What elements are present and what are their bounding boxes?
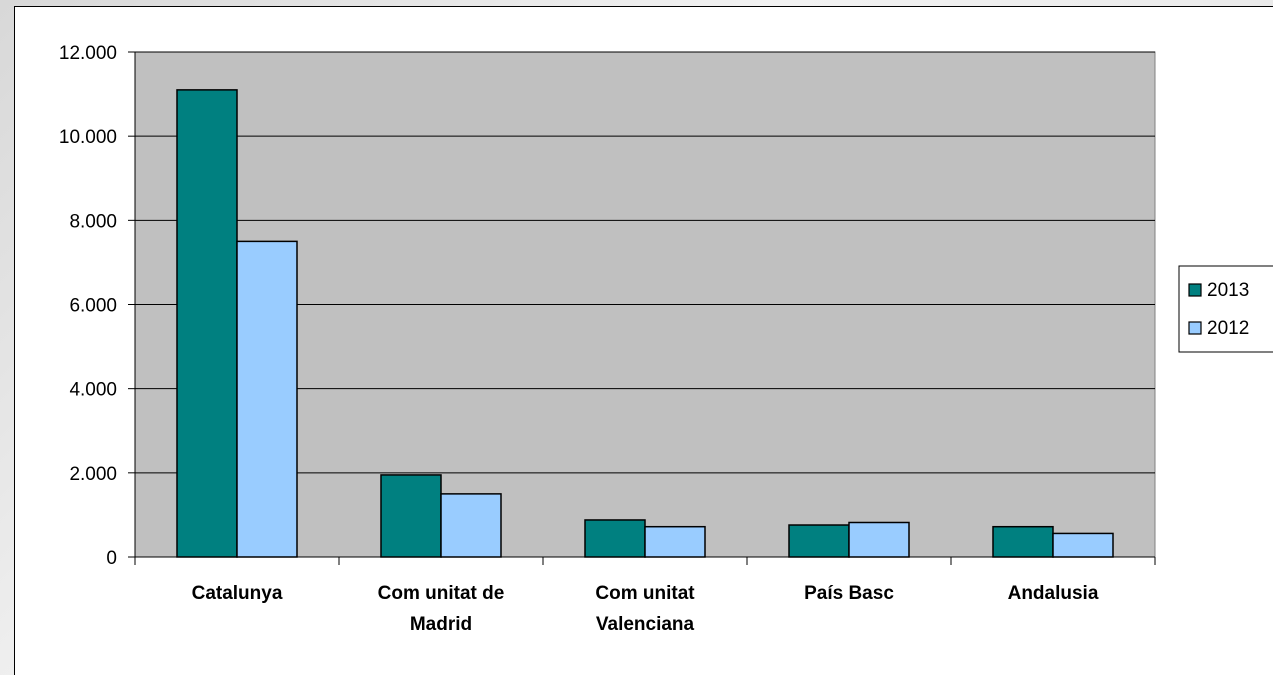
bars [176, 89, 1114, 558]
y-tick-label: 10.000 [59, 127, 117, 148]
x-category-label: Catalunya [192, 583, 283, 604]
y-tick-label: 2.000 [69, 464, 117, 485]
legend-label-2012: 2012 [1207, 318, 1249, 339]
legend: 2013 2012 [1178, 265, 1273, 353]
legend-label-2013: 2013 [1207, 280, 1249, 301]
gridlines [135, 51, 1155, 474]
legend-box [1178, 265, 1273, 353]
bar-2013-1 [380, 474, 442, 558]
bar-2012-0 [236, 240, 298, 558]
y-tick-label: 4.000 [69, 380, 117, 401]
bar-2012-3 [848, 521, 910, 558]
y-tick-label: 6.000 [69, 296, 117, 317]
bar-2012-2 [644, 525, 706, 558]
x-category-label: Andalusia [1008, 583, 1099, 604]
bar-2013-0 [176, 89, 238, 558]
y-tick-label: 12.000 [59, 43, 117, 64]
y-tick-label: 8.000 [69, 211, 117, 232]
bar-2012-4 [1052, 532, 1114, 558]
bar-2013-2 [584, 519, 646, 558]
bar-2013-4 [992, 525, 1054, 558]
bar-2013-3 [788, 524, 850, 558]
x-category-label: Com unitat de Madrid [378, 583, 505, 635]
x-category-label: País Basc [804, 583, 894, 604]
y-axis-ticks: 0 2.000 4.000 6.000 8.000 10.000 12.000 [59, 43, 135, 569]
y-tick-label: 0 [106, 548, 117, 569]
legend-swatch-2012 [1188, 321, 1202, 335]
bar-2012-1 [440, 493, 502, 558]
x-category-label: Com unitat Valenciana [595, 583, 695, 635]
x-axis-categories: Catalunya Com unitat de Madrid Com unitat Va… [192, 583, 1099, 635]
legend-swatch-2013 [1188, 283, 1202, 297]
